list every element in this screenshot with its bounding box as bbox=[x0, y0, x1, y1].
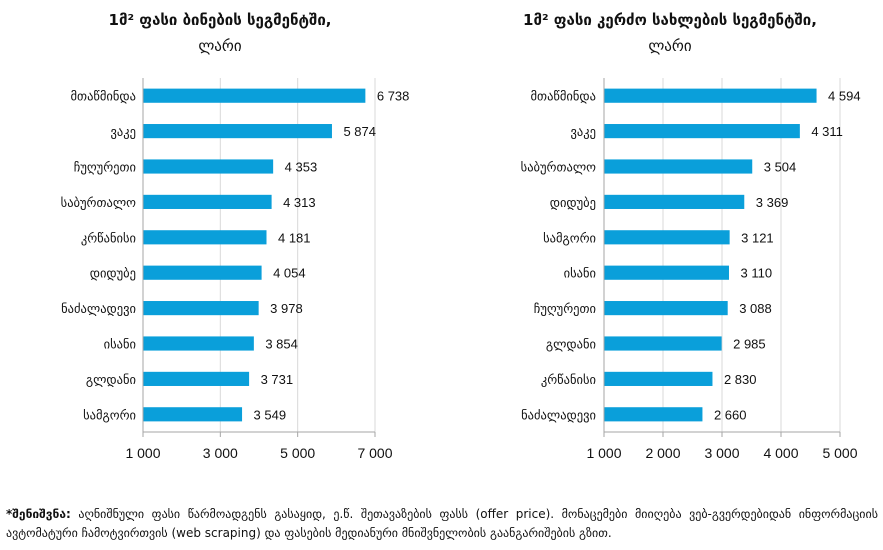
category-label: გლდანი bbox=[546, 337, 596, 352]
category-label: სამგორი bbox=[543, 230, 596, 245]
bar bbox=[143, 124, 332, 139]
bar bbox=[604, 371, 713, 386]
value-label: 4 054 bbox=[273, 266, 306, 281]
category-label: გლდანი bbox=[86, 372, 136, 387]
x-tick-label: 1 000 bbox=[586, 445, 621, 461]
chart-2-unit: ლარი bbox=[648, 37, 692, 55]
bar bbox=[604, 88, 817, 103]
bar bbox=[143, 301, 259, 316]
bar bbox=[604, 336, 722, 351]
value-label: 4 311 bbox=[811, 124, 843, 139]
value-label: 3 088 bbox=[739, 301, 772, 316]
value-label: 3 549 bbox=[254, 407, 287, 422]
category-label: დიდუბე bbox=[550, 195, 596, 210]
value-label: 3 121 bbox=[741, 230, 774, 245]
x-tick-label: 1 000 bbox=[125, 445, 160, 461]
bar bbox=[604, 265, 729, 280]
category-label: დიდუბე bbox=[90, 266, 136, 281]
category-label: ჩუღურეთი bbox=[534, 301, 596, 316]
x-tick-label: 2 000 bbox=[645, 445, 680, 461]
bar bbox=[143, 407, 243, 422]
x-tick-label: 4 000 bbox=[763, 445, 798, 461]
bar bbox=[604, 230, 730, 245]
bar bbox=[143, 230, 267, 245]
value-label: 3 504 bbox=[764, 160, 797, 175]
footnote-text: აღნიშნული ფასი წარმოადგენს გასაყიდ, ე.წ.… bbox=[6, 507, 878, 540]
value-label: 3 978 bbox=[270, 301, 303, 316]
category-label: ისანი bbox=[104, 337, 136, 352]
bar bbox=[604, 159, 753, 174]
bar bbox=[604, 194, 745, 209]
value-label: 4 313 bbox=[283, 195, 316, 210]
category-label: ვაკე bbox=[571, 124, 596, 139]
category-label: სამგორი bbox=[83, 407, 136, 422]
chart-1-title: 1მ² ფასი ბინების სეგმენტში, bbox=[108, 11, 332, 29]
category-label: ნაძალადევი bbox=[521, 407, 596, 422]
bar bbox=[143, 265, 262, 280]
value-label: 3 731 bbox=[261, 372, 294, 387]
chart-2-title: 1მ² ფასი კერძო სახლების სეგმენტში, bbox=[523, 11, 817, 29]
category-label: ვაკე bbox=[111, 124, 136, 139]
category-label: მთაწმინდა bbox=[71, 89, 136, 104]
x-tick-label: 3 000 bbox=[203, 445, 238, 461]
category-label: საბურთალო bbox=[521, 160, 596, 175]
category-label: კრწანისი bbox=[541, 372, 596, 387]
bar bbox=[604, 124, 800, 139]
bar bbox=[143, 88, 366, 103]
bar bbox=[604, 301, 728, 316]
x-tick-label: 3 000 bbox=[704, 445, 739, 461]
charts-canvas: 1 000 3 000 5 000 7 000 მთაწმინდა 6 738 ვაკე 5 … bbox=[61, 78, 861, 461]
value-label: 2 660 bbox=[714, 407, 747, 422]
value-label: 4 353 bbox=[285, 160, 318, 175]
category-label: ჩუღურეთი bbox=[74, 160, 136, 175]
value-label: 5 874 bbox=[343, 124, 376, 139]
bar bbox=[143, 371, 250, 386]
x-tick-label: 5 000 bbox=[822, 445, 857, 461]
x-tick-label: 7 000 bbox=[357, 445, 392, 461]
bar bbox=[143, 336, 254, 351]
category-label: მთაწმინდა bbox=[531, 89, 596, 104]
value-label: 6 738 bbox=[377, 89, 410, 104]
bar bbox=[604, 407, 703, 422]
value-label: 4 594 bbox=[828, 89, 861, 104]
category-label: კრწანისი bbox=[81, 230, 136, 245]
value-label: 2 985 bbox=[733, 337, 766, 352]
bar bbox=[143, 194, 272, 209]
value-label: 3 854 bbox=[265, 337, 298, 352]
category-label: ნაძალადევი bbox=[61, 301, 136, 316]
category-label: ისანი bbox=[564, 266, 596, 281]
value-label: 3 369 bbox=[756, 195, 789, 210]
value-label: 3 110 bbox=[740, 266, 772, 281]
bar bbox=[143, 159, 274, 174]
category-label: საბურთალო bbox=[61, 195, 136, 210]
footnote-label: *შენიშვნა: bbox=[6, 507, 71, 521]
chart-1-unit: ლარი bbox=[198, 37, 242, 55]
footnote: *შენიშვნა: აღნიშნული ფასი წარმოადგენს გა… bbox=[6, 505, 878, 543]
value-label: 2 830 bbox=[724, 372, 757, 387]
value-label: 4 181 bbox=[278, 230, 311, 245]
x-tick-label: 5 000 bbox=[280, 445, 315, 461]
